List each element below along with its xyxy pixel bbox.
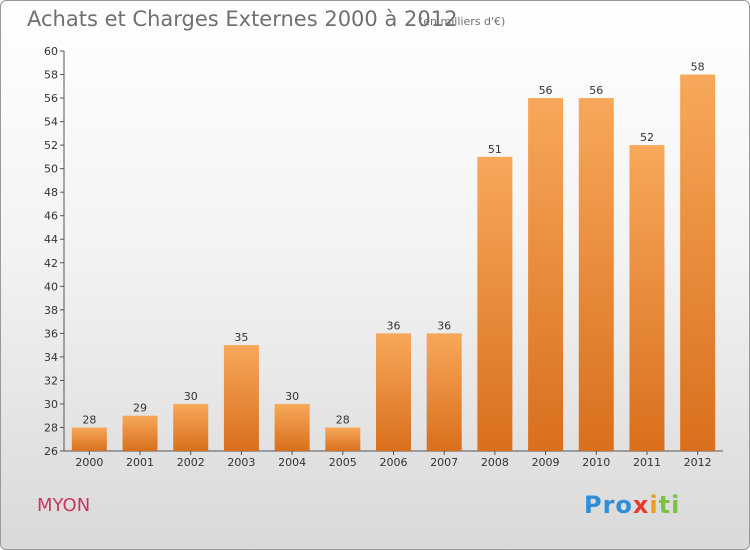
bar-2004: [274, 403, 310, 451]
bar-2000: [71, 427, 107, 451]
x-tick-label-2003: 2003: [227, 456, 255, 469]
x-tick-label-2007: 2007: [430, 456, 458, 469]
y-tick-label: 48: [44, 186, 58, 199]
y-tick-label: 42: [44, 257, 58, 270]
x-tick-label-2002: 2002: [177, 456, 205, 469]
bar-2005: [325, 427, 361, 451]
data-label-2012: 58: [691, 61, 705, 74]
bar-2002: [173, 403, 209, 451]
y-tick-label: 60: [44, 45, 58, 58]
bar-2001: [122, 415, 158, 451]
y-tick-label: 56: [44, 92, 58, 105]
data-label-2010: 56: [589, 84, 603, 97]
data-label-2007: 36: [437, 319, 451, 332]
x-tick-label-2006: 2006: [380, 456, 408, 469]
y-tick-label: 30: [44, 398, 58, 411]
chart-subtitle: (en milliers d'€): [419, 15, 506, 28]
y-tick-label: 32: [44, 374, 58, 387]
data-label-2002: 30: [184, 390, 198, 403]
data-label-2009: 56: [539, 84, 553, 97]
x-tick-label-2004: 2004: [278, 456, 306, 469]
chart-axes: 26 28 30 32 34 36 38 40 42 44 46 48 50 52 54 56 58 60 2000…: [44, 45, 723, 469]
data-label-2011: 52: [640, 131, 654, 144]
x-tick-label-2000: 2000: [75, 456, 103, 469]
bar-2006: [376, 333, 411, 451]
x-tick-label-2001: 2001: [126, 456, 154, 469]
chart-labels: 28 29 30 35 30 28 36 36 51 56 56 52 58: [82, 61, 704, 427]
y-tick-label: 26: [44, 445, 58, 458]
y-tick-label: 36: [44, 327, 58, 340]
chart-bars: [71, 74, 716, 451]
chart-title: Achats et Charges Externes 2000 à 2012: [27, 7, 458, 31]
x-tick-label-2005: 2005: [329, 456, 357, 469]
bar-2012: [680, 74, 716, 451]
y-tick-label: 44: [44, 233, 58, 246]
y-tick-label: 28: [44, 421, 58, 434]
y-tick-label: 54: [44, 116, 58, 129]
y-tick-label: 38: [44, 304, 58, 317]
data-label-2004: 30: [285, 390, 299, 403]
y-tick-label: 40: [44, 280, 58, 293]
x-tick-label-2012: 2012: [684, 456, 712, 469]
y-tick-label: 50: [44, 163, 58, 176]
data-label-2008: 51: [488, 143, 502, 156]
bar-2009: [528, 98, 564, 451]
data-label-2003: 35: [234, 331, 248, 344]
bar-2008: [477, 156, 513, 451]
bar-2007: [426, 333, 462, 451]
data-label-2001: 29: [133, 402, 147, 415]
proxiti-logo[interactable]: Proxiti: [584, 491, 681, 519]
data-label-2000: 28: [82, 413, 96, 426]
commune-name: MYON: [37, 495, 91, 516]
bar-2003: [223, 345, 259, 451]
y-tick-label: 52: [44, 139, 58, 152]
bar-2010: [578, 98, 614, 451]
x-tick-label-2008: 2008: [481, 456, 509, 469]
bar-2011: [629, 145, 665, 451]
y-tick-label: 46: [44, 210, 58, 223]
data-label-2006: 36: [387, 319, 401, 332]
data-label-2005: 28: [336, 413, 350, 426]
x-tick-label-2009: 2009: [532, 456, 560, 469]
x-tick-label-2011: 2011: [633, 456, 661, 469]
x-tick-label-2010: 2010: [582, 456, 610, 469]
y-tick-label: 58: [44, 69, 58, 82]
y-tick-label: 34: [44, 351, 58, 364]
